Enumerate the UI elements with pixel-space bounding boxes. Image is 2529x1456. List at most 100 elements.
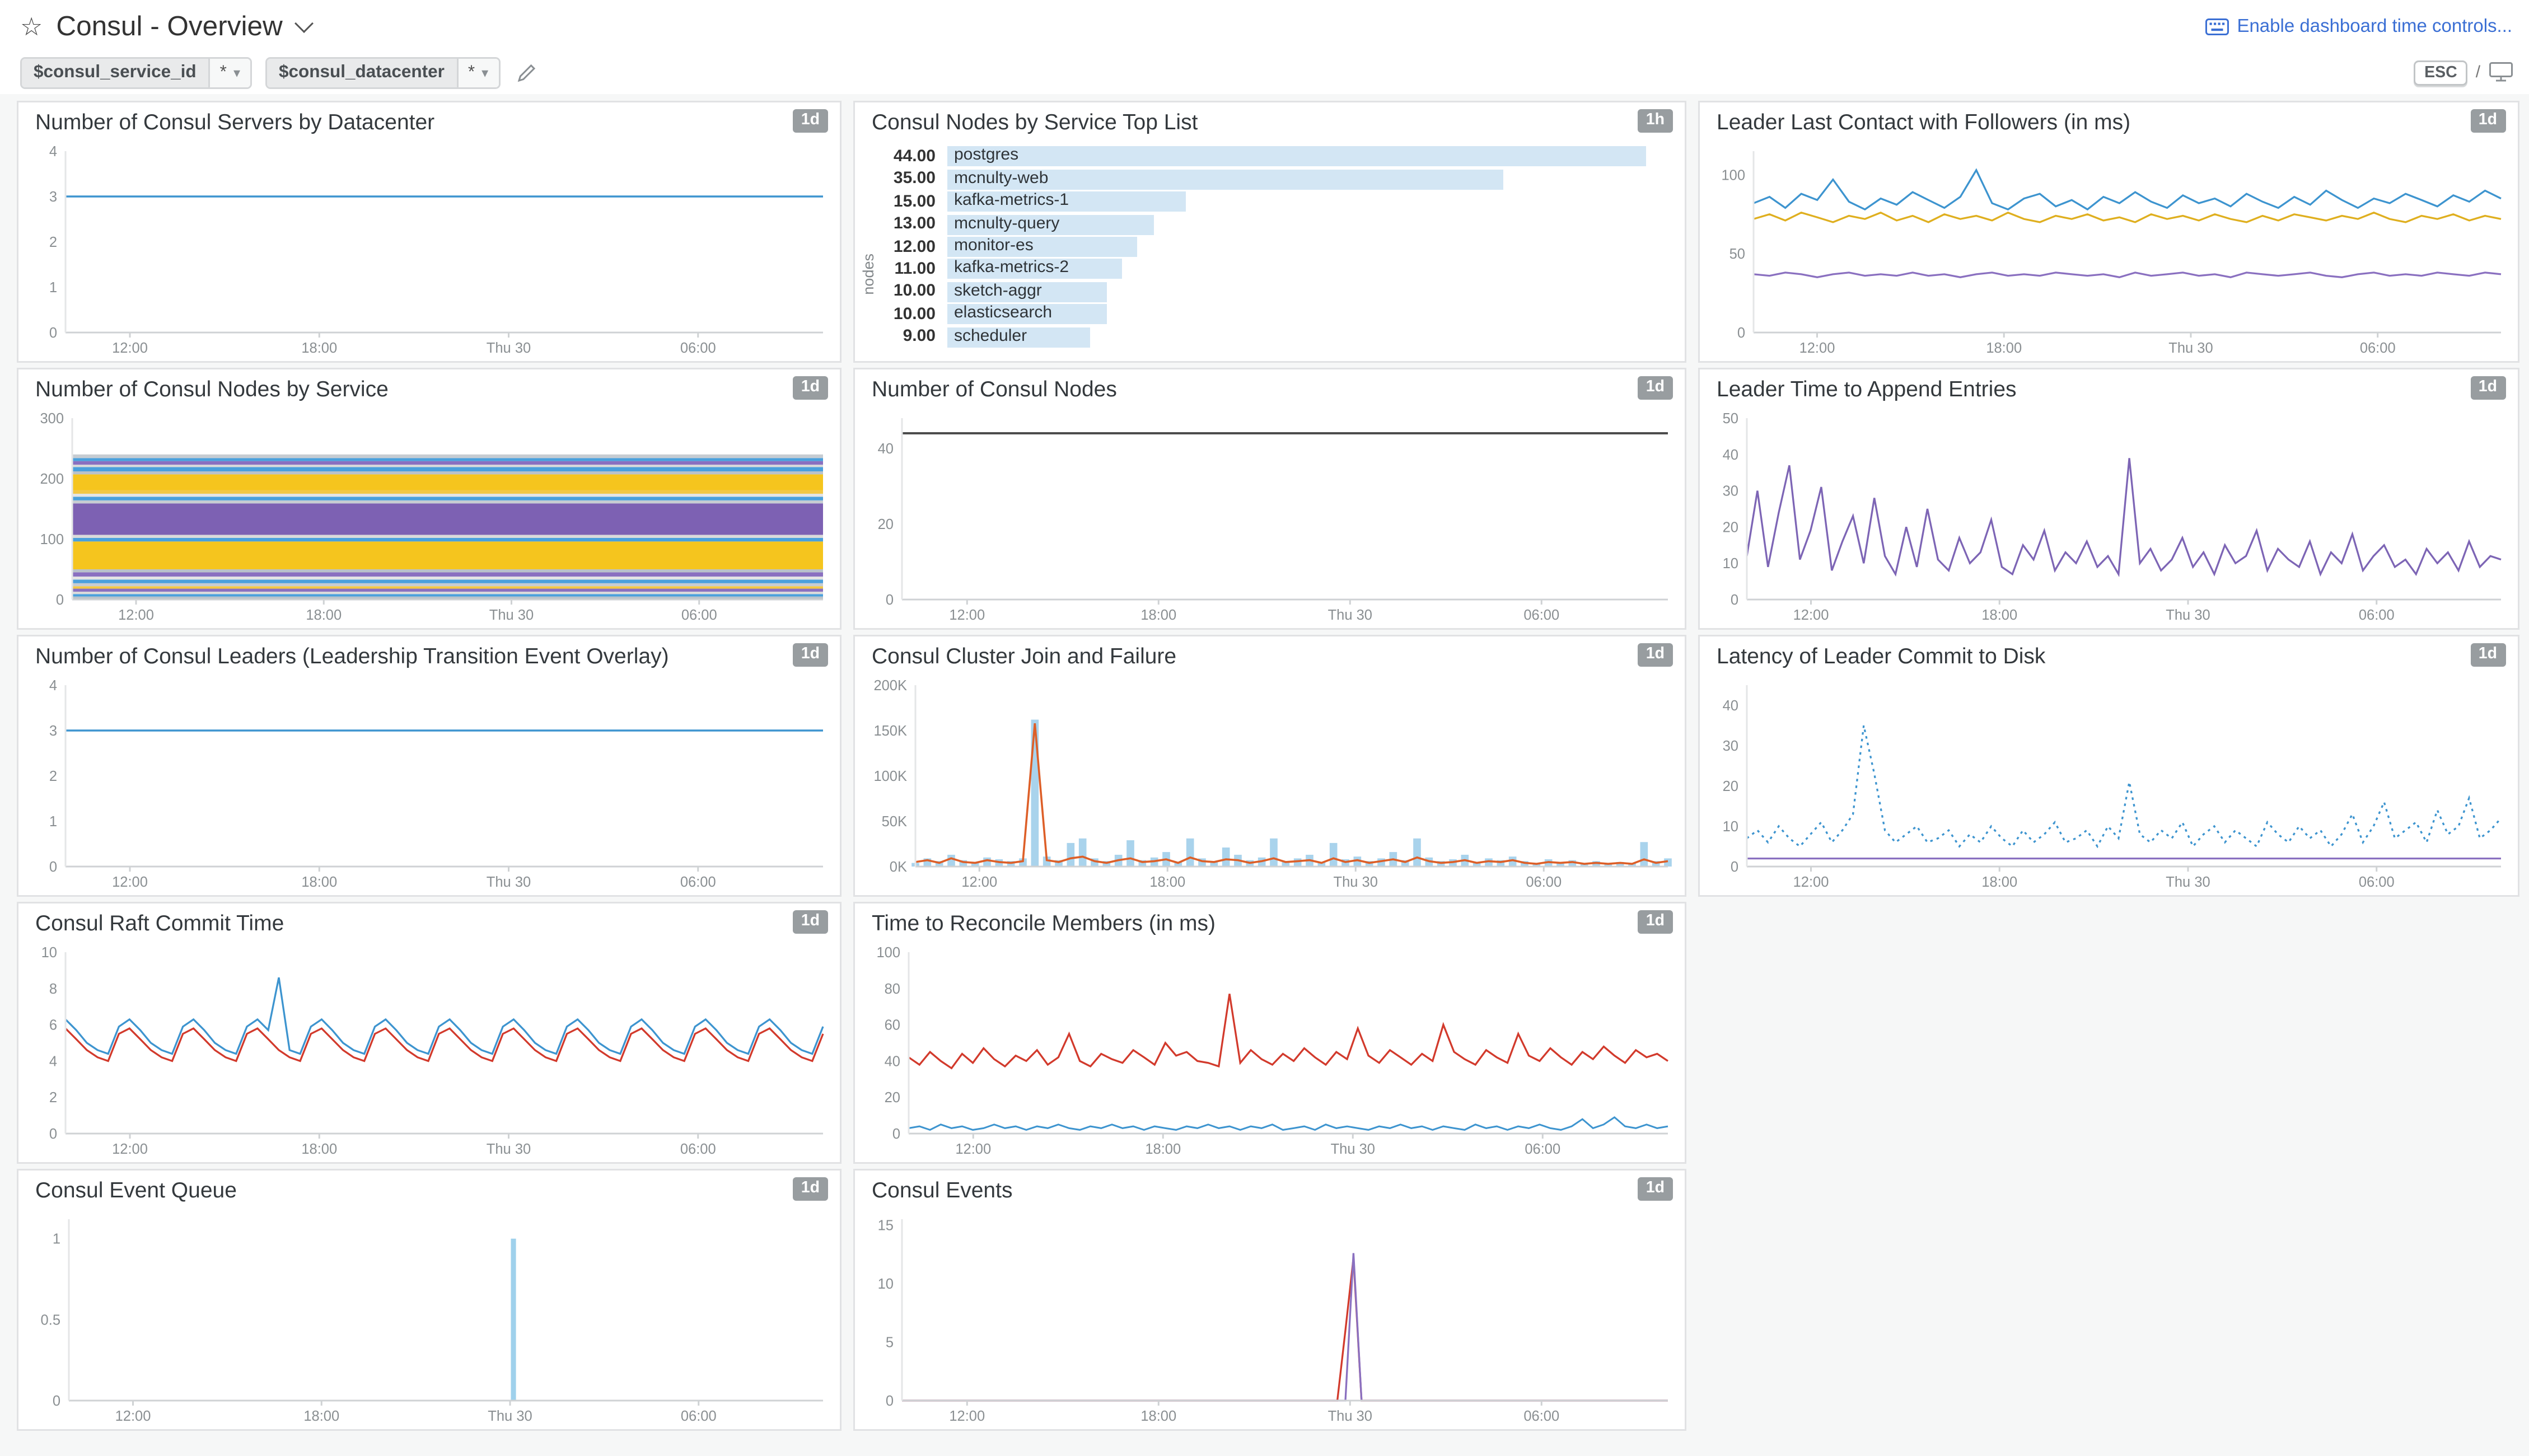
panel-title: Time to Reconcile Members (in ms): [872, 910, 1216, 935]
chart-reconcile-members[interactable]: 0 20 40 60 80 100 12:00 18:00 Thu 30 06:00: [858, 942, 1681, 1159]
chart-leader-append-entries[interactable]: 0 10 20 30 40 50 12:00 18:00 Thu 30 06:00: [1703, 408, 2514, 625]
svg-text:Thu 30: Thu 30: [2166, 874, 2210, 890]
template-var-consul-datacenter[interactable]: $consul_datacenter * ▾: [265, 56, 501, 88]
toplist-label: kafka-metrics-1: [954, 191, 1069, 210]
svg-text:0: 0: [1731, 859, 1738, 875]
svg-text:0: 0: [892, 1126, 900, 1142]
timeframe-badge[interactable]: 1d: [1637, 643, 1673, 667]
svg-text:12:00: 12:00: [112, 1141, 148, 1157]
panel-leader-commit-disk: Latency of Leader Commit to Disk 1d 0 10 2…: [1698, 635, 2519, 897]
timeframe-badge[interactable]: 1d: [792, 109, 828, 133]
toplist-row[interactable]: 44.00 postgres: [880, 146, 1668, 167]
chart-nodes-by-service-toplist[interactable]: nodes 44.00 postgres 35.00 mcnulty-web 15.00 k…: [858, 141, 1681, 358]
svg-text:0: 0: [1737, 325, 1745, 341]
toplist-row[interactable]: 10.00 sketch-aggr: [880, 282, 1668, 303]
svg-text:Thu 30: Thu 30: [487, 340, 531, 356]
panel-number-of-nodes: Number of Consul Nodes 1d 0 20 40 12:00 18:0…: [853, 368, 1686, 630]
svg-text:200K: 200K: [873, 678, 907, 694]
svg-text:12:00: 12:00: [1793, 874, 1829, 890]
template-var-value-dropdown[interactable]: * ▾: [456, 58, 499, 87]
svg-text:5: 5: [886, 1335, 894, 1350]
chart-number-of-leaders[interactable]: 0 1 2 3 4 12:00 18:00 Thu 30 06:00: [22, 675, 836, 892]
edit-pencil-icon[interactable]: [517, 63, 535, 82]
timeframe-badge[interactable]: 1d: [2470, 643, 2506, 667]
svg-text:0: 0: [1731, 592, 1738, 608]
panel-title: Number of Consul Nodes by Service: [35, 376, 389, 401]
toplist-row[interactable]: 13.00 mcnulty-query: [880, 214, 1668, 235]
toplist-row[interactable]: 15.00 kafka-metrics-1: [880, 191, 1668, 213]
timeframe-badge[interactable]: 1d: [1637, 910, 1673, 934]
svg-text:1: 1: [49, 280, 57, 296]
svg-text:06:00: 06:00: [2359, 607, 2395, 623]
panel-title: Consul Nodes by Service Top List: [872, 109, 1198, 134]
panel-raft-commit-time: Consul Raft Commit Time 1d 0 2 4 6 8 10 12:00 1…: [17, 902, 842, 1164]
svg-text:Thu 30: Thu 30: [488, 1408, 532, 1424]
timeframe-badge[interactable]: 1h: [1637, 109, 1673, 133]
timeframe-badge[interactable]: 1d: [792, 910, 828, 934]
svg-text:06:00: 06:00: [1525, 1141, 1560, 1157]
timeframe-badge[interactable]: 1d: [792, 1177, 828, 1201]
timeframe-badge[interactable]: 1d: [2470, 109, 2506, 133]
svg-text:Thu 30: Thu 30: [487, 874, 531, 890]
svg-text:Thu 30: Thu 30: [489, 607, 534, 623]
chart-number-of-nodes[interactable]: 0 20 40 12:00 18:00 Thu 30 06:00: [858, 408, 1681, 625]
svg-text:06:00: 06:00: [1523, 607, 1559, 623]
svg-text:2: 2: [49, 769, 57, 784]
monitor-icon[interactable]: [2489, 62, 2513, 82]
chart-servers-by-datacenter[interactable]: 0 1 2 3 4 12:00 18:00 Thu 30 06:00: [22, 141, 836, 358]
svg-text:18:00: 18:00: [1149, 874, 1185, 890]
panel-nodes-by-service-toplist: Consul Nodes by Service Top List 1h node…: [853, 101, 1686, 363]
chart-consul-events[interactable]: 0 5 10 15 12:00 18:00 Thu 30 06:00: [858, 1209, 1681, 1426]
chart-leader-commit-disk[interactable]: 0 10 20 30 40 12:00 18:00 Thu 30 06:00: [1703, 675, 2514, 892]
svg-text:06:00: 06:00: [1526, 874, 1562, 890]
template-var-value: *: [219, 62, 227, 82]
svg-text:4: 4: [49, 144, 57, 160]
svg-text:4: 4: [49, 1054, 57, 1069]
svg-text:50K: 50K: [882, 814, 907, 830]
svg-text:12:00: 12:00: [1799, 340, 1835, 356]
chart-svg: 0 2 4 6 8 10 12:00 18:00 Thu 30 06:00: [41, 945, 824, 1157]
chart-event-queue[interactable]: 0 0.5 1 12:00 18:00 Thu 30 06:00: [22, 1209, 836, 1426]
template-var-value-dropdown[interactable]: * ▾: [208, 58, 250, 87]
toplist-row[interactable]: 11.00 kafka-metrics-2: [880, 259, 1668, 280]
timeframe-badge[interactable]: 1d: [792, 376, 828, 400]
panel-title: Number of Consul Nodes: [872, 376, 1117, 401]
svg-text:18:00: 18:00: [1140, 607, 1176, 623]
svg-text:18:00: 18:00: [1981, 607, 2017, 623]
favorite-star-icon[interactable]: ☆: [20, 13, 43, 42]
chevron-down-icon[interactable]: [294, 14, 314, 33]
toplist-value: 35.00: [893, 170, 936, 189]
template-var-consul-service-id[interactable]: $consul_service_id * ▾: [20, 56, 252, 88]
svg-text:12:00: 12:00: [949, 607, 985, 623]
svg-text:10: 10: [1723, 556, 1738, 572]
toplist-row[interactable]: 12.00 monitor-es: [880, 236, 1668, 258]
chart-svg: 0 1 2 3 4 12:00 18:00 Thu 30 06:00: [49, 678, 823, 890]
timeframe-badge[interactable]: 1d: [792, 643, 828, 667]
chart-raft-commit-time[interactable]: 0 2 4 6 8 10 12:00 18:00 Thu 30 06:00: [22, 942, 836, 1159]
chart-leader-last-contact[interactable]: 0 50 100 12:00 18:00 Thu 30 06:00: [1703, 141, 2514, 358]
svg-text:06:00: 06:00: [2360, 340, 2396, 356]
toplist-label: scheduler: [954, 327, 1027, 346]
svg-text:0: 0: [886, 1393, 894, 1409]
timeframe-badge[interactable]: 1d: [1637, 376, 1673, 400]
chart-cluster-join-failure[interactable]: 0K 50K 100K 150K 200K 12:00 18:00 Thu 30 06:00: [858, 675, 1681, 892]
svg-text:06:00: 06:00: [680, 874, 716, 890]
toplist-row[interactable]: 9.00 scheduler: [880, 327, 1668, 348]
svg-text:Thu 30: Thu 30: [2166, 607, 2210, 623]
toplist-label: elasticsearch: [954, 304, 1053, 323]
toplist-row[interactable]: 10.00 elasticsearch: [880, 304, 1668, 325]
panel-leader-last-contact: Leader Last Contact with Followers (in m…: [1698, 101, 2519, 363]
svg-text:3: 3: [49, 723, 57, 739]
timeframe-badge[interactable]: 1d: [1637, 1177, 1673, 1201]
svg-text:18:00: 18:00: [301, 874, 337, 890]
toplist-bar: [947, 304, 1106, 325]
enable-time-controls-link[interactable]: Enable dashboard time controls...: [2237, 17, 2513, 37]
chart-nodes-by-service[interactable]: 0 100 200 300 12:00 18:00 Thu 30 06:00: [22, 408, 836, 625]
panel-title: Leader Last Contact with Followers (in m…: [1717, 109, 2131, 134]
timeframe-badge[interactable]: 1d: [2470, 376, 2506, 400]
caret-down-icon: ▾: [233, 64, 240, 80]
panel-title: Number of Consul Leaders (Leadership Tra…: [35, 643, 669, 668]
toplist-row[interactable]: 35.00 mcnulty-web: [880, 168, 1668, 190]
toplist-label: kafka-metrics-2: [954, 259, 1069, 278]
toplist-bar: [947, 169, 1503, 190]
